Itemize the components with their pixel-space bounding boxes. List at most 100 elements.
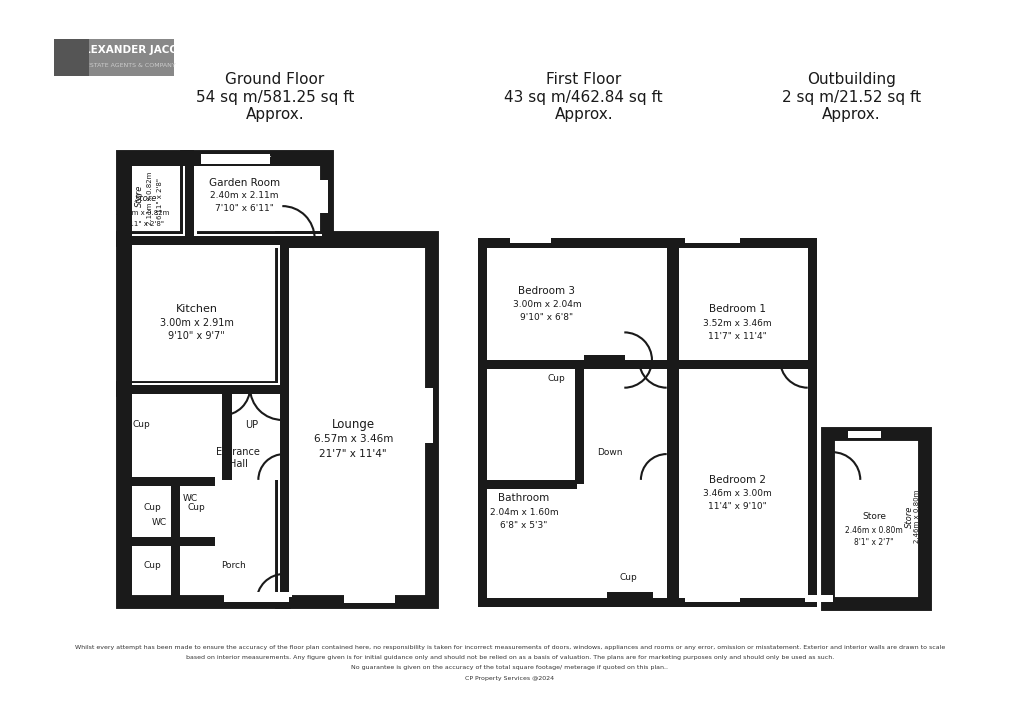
Text: 2.11m x 0.82m: 2.11m x 0.82m — [147, 172, 153, 226]
Text: 6.57m x 3.46m: 6.57m x 3.46m — [313, 434, 392, 444]
Bar — [343, 594, 394, 603]
Text: 11'7" x 11'4": 11'7" x 11'4" — [707, 332, 766, 340]
Text: Store: Store — [135, 185, 144, 207]
Bar — [606, 593, 652, 601]
Text: 7'10" x 6'11": 7'10" x 6'11" — [215, 204, 274, 213]
Bar — [477, 239, 486, 601]
Bar — [574, 360, 583, 485]
Text: Entrance: Entrance — [216, 447, 260, 457]
Bar — [170, 537, 179, 601]
Text: 3.00m x 2.91m: 3.00m x 2.91m — [160, 318, 233, 328]
Bar — [685, 236, 740, 243]
Bar — [282, 239, 431, 601]
Text: based on interior measurements. Any figure given is for initial guidance only an: based on interior measurements. Any figu… — [185, 655, 834, 660]
Bar — [187, 157, 327, 240]
Text: 9'10" x 6'8": 9'10" x 6'8" — [520, 313, 573, 322]
Text: WC: WC — [152, 518, 167, 527]
Text: 3.52m x 3.46m: 3.52m x 3.46m — [703, 319, 771, 327]
Bar — [528, 388, 592, 480]
Bar — [122, 597, 431, 606]
Bar — [54, 39, 89, 76]
Text: Store: Store — [135, 194, 157, 203]
Bar — [122, 157, 187, 240]
Text: First Floor
43 sq m/462.84 sq ft
Approx.: First Floor 43 sq m/462.84 sq ft Approx. — [504, 72, 662, 123]
Bar — [424, 388, 433, 443]
Text: 11'4" x 9'10": 11'4" x 9'10" — [707, 502, 766, 511]
Text: AJ: AJ — [62, 50, 79, 65]
Bar — [184, 157, 194, 240]
Bar — [122, 537, 215, 547]
Bar — [477, 598, 676, 607]
Text: Cup: Cup — [619, 573, 636, 582]
Text: 2.46m x 0.80m: 2.46m x 0.80m — [845, 526, 902, 535]
Text: 6'11" x 2'8": 6'11" x 2'8" — [157, 178, 163, 219]
Bar — [219, 154, 270, 164]
Text: 6'8" x 5'3": 6'8" x 5'3" — [499, 521, 547, 529]
Text: CP Property Services @2024: CP Property Services @2024 — [465, 676, 554, 681]
Text: Cup: Cup — [144, 561, 161, 570]
Text: Cup: Cup — [132, 420, 150, 429]
Bar — [583, 355, 625, 365]
Text: Whilst every attempt has been made to ensure the accuracy of the floor plan cont: Whilst every attempt has been made to en… — [74, 645, 945, 650]
Bar — [122, 477, 215, 487]
Text: Cup: Cup — [144, 503, 161, 512]
Bar — [477, 360, 620, 369]
Bar — [122, 388, 284, 601]
Bar — [54, 39, 173, 76]
Bar — [224, 388, 286, 480]
Bar — [666, 239, 676, 363]
Bar — [127, 234, 325, 247]
Bar — [827, 434, 924, 604]
Bar — [122, 239, 325, 391]
Bar — [122, 157, 131, 606]
Text: Bedroom 2: Bedroom 2 — [708, 475, 765, 485]
Text: 3.00m x 2.04m: 3.00m x 2.04m — [513, 300, 581, 309]
Bar — [122, 385, 285, 394]
Text: 3.46m x 3.00m: 3.46m x 3.00m — [703, 490, 771, 498]
Text: 2.04m x 1.60m: 2.04m x 1.60m — [489, 508, 557, 517]
Bar — [319, 180, 328, 213]
Text: 8'1" x 2'7": 8'1" x 2'7" — [854, 538, 893, 547]
Bar — [807, 239, 816, 601]
Text: 21'7" x 11'4": 21'7" x 11'4" — [319, 449, 387, 459]
Text: 2.46m x 0.80m: 2.46m x 0.80m — [914, 490, 919, 544]
Bar — [222, 388, 231, 480]
Bar — [224, 593, 288, 601]
Text: 2.40m x 2.11m: 2.40m x 2.11m — [210, 192, 278, 200]
Bar — [668, 239, 678, 601]
Bar — [668, 598, 816, 607]
Bar — [427, 239, 436, 597]
Bar — [848, 431, 879, 438]
Bar — [510, 236, 551, 243]
Text: ALEXANDER JACOB: ALEXANDER JACOB — [76, 45, 186, 56]
Bar — [122, 157, 327, 167]
Text: 8'1" x 2'7": 8'1" x 2'7" — [923, 498, 928, 535]
Text: Down: Down — [596, 448, 622, 456]
Text: Kitchen: Kitchen — [175, 304, 217, 314]
Text: WC: WC — [182, 494, 198, 503]
Bar — [127, 383, 279, 397]
Text: Ground Floor
54 sq m/581.25 sq ft
Approx.: Ground Floor 54 sq m/581.25 sq ft Approx… — [196, 72, 354, 123]
Text: Hall: Hall — [228, 459, 248, 469]
Text: UP: UP — [246, 420, 258, 430]
Text: Outbuilding
2 sq m/21.52 sq ft
Approx.: Outbuilding 2 sq m/21.52 sq ft Approx. — [781, 72, 920, 123]
Bar — [685, 595, 740, 603]
Bar — [477, 239, 676, 247]
Text: 6'11" x 2'8": 6'11" x 2'8" — [122, 221, 163, 226]
Text: Bedroom 3: Bedroom 3 — [518, 286, 575, 296]
Bar — [182, 162, 197, 236]
Bar — [282, 239, 431, 247]
Bar — [477, 480, 577, 489]
Bar — [496, 360, 666, 369]
Bar — [666, 239, 676, 601]
Text: Cup: Cup — [187, 503, 205, 512]
Text: 9'10" x 9'7": 9'10" x 9'7" — [168, 331, 225, 341]
Text: Garden Room: Garden Room — [209, 178, 280, 188]
Bar — [804, 595, 832, 603]
Text: Lounge: Lounge — [331, 418, 375, 431]
Text: 2.11m x 0.82m: 2.11m x 0.82m — [116, 210, 169, 216]
Bar — [201, 154, 224, 164]
Bar — [668, 360, 816, 369]
Bar — [282, 157, 326, 167]
Text: Store: Store — [904, 505, 913, 528]
